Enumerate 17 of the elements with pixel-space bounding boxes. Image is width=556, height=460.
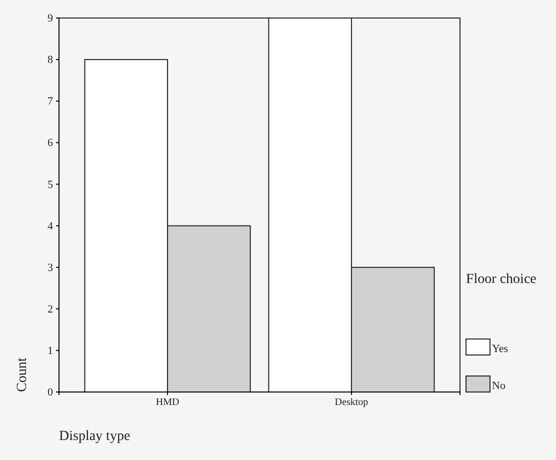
y-tick-label: 2	[48, 303, 53, 316]
x-tick-label: Desktop	[334, 397, 368, 408]
y-tick-label: 6	[48, 137, 54, 150]
y-tick-label: 3	[48, 262, 54, 274]
legend-label: No	[492, 380, 506, 392]
y-tick-label: 5	[48, 178, 54, 191]
x-tick-label: HMD	[156, 397, 180, 408]
x-axis-title: Display type	[59, 429, 130, 444]
y-tick-label: 8	[48, 54, 54, 66]
y-tick-label: 4	[48, 220, 54, 232]
y-tick-label: 0	[48, 386, 54, 399]
y-tick-label: 9	[48, 12, 54, 25]
y-tick-label: 1	[48, 344, 53, 357]
y-tick-label: 7	[48, 96, 54, 108]
legend-title: Floor choice	[466, 272, 536, 287]
y-axis-title: Count	[15, 358, 30, 392]
legend-label: Yes	[492, 343, 508, 355]
